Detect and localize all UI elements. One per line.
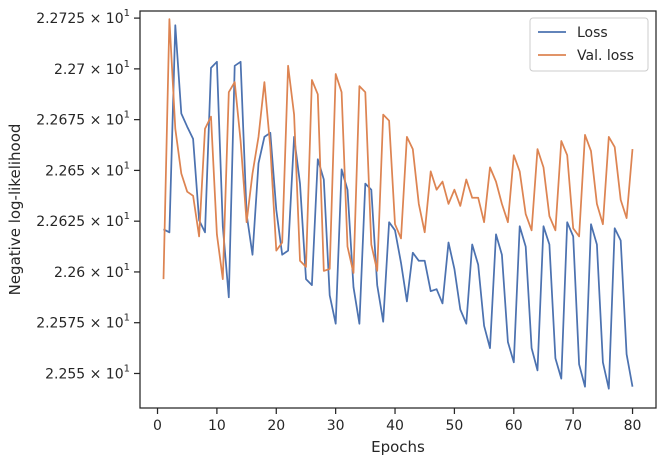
x-axis-label: Epochs <box>371 438 425 456</box>
y-tick-label: 2.2725 × 101 <box>36 8 130 27</box>
axis-ticks: 0 10 20 30 40 50 60 70 80 2.255 × 101 2.2575 × 101… <box>36 8 641 434</box>
plot-frame <box>139 10 657 409</box>
y-tick-label: 2.265 × 101 <box>45 160 130 179</box>
plot-marks <box>162 18 634 390</box>
x-tick-label: 0 <box>153 418 162 434</box>
x-tick-label: 70 <box>564 418 582 434</box>
y-axis-label: Negative log-likelihood <box>6 124 24 296</box>
y-tick-label: 2.2675 × 101 <box>36 110 130 129</box>
y-tick-label: 2.255 × 101 <box>45 363 130 382</box>
y-tick-label: 2.26 × 101 <box>54 262 130 281</box>
x-tick-label: 50 <box>445 418 463 434</box>
legend-label-0: Loss <box>577 25 608 41</box>
series-line-0 <box>163 24 634 390</box>
x-tick-label: 10 <box>208 418 226 434</box>
legend-label-1: Val. loss <box>577 48 634 64</box>
x-tick-label: 30 <box>327 418 345 434</box>
x-tick-label: 40 <box>386 418 404 434</box>
y-tick-label: 2.2625 × 101 <box>36 211 130 230</box>
x-tick-label: 20 <box>267 418 285 434</box>
y-tick-label: 2.2575 × 101 <box>36 313 130 332</box>
x-tick-label: 60 <box>505 418 523 434</box>
y-tick-label: 2.27 × 101 <box>54 59 130 78</box>
x-tick-label: 80 <box>624 418 642 434</box>
series-line-1 <box>162 18 634 280</box>
legend: Loss Val. loss <box>529 17 649 72</box>
